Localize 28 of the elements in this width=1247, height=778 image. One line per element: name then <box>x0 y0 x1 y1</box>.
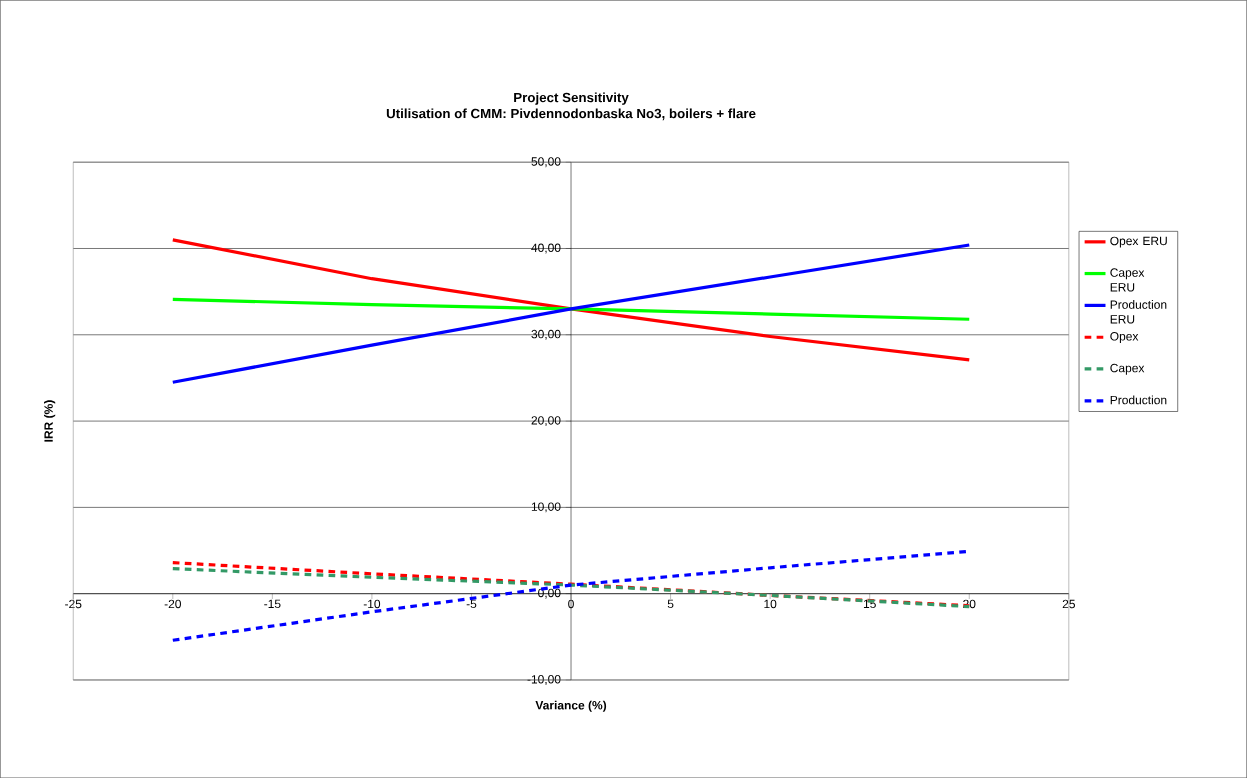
legend-label: Capex <box>1110 363 1145 375</box>
legend-label: Production <box>1110 395 1167 405</box>
x-tick-label: 0 <box>568 599 574 609</box>
y-tick-label: 50,00 <box>531 157 561 168</box>
x-axis-title: Variance (%) <box>535 700 607 712</box>
y-tick-label: 10,00 <box>531 502 561 513</box>
y-tick-label: -10,00 <box>527 674 561 685</box>
line-series <box>171 297 971 321</box>
legend-label: Production ERU <box>1110 299 1167 324</box>
x-tick-label: 10 <box>764 599 777 609</box>
line-series <box>171 243 971 384</box>
y-tick-label: 30,00 <box>531 329 561 340</box>
y-tick-label: 20,00 <box>531 416 561 426</box>
chart-title: Project Sensitivity <box>514 92 629 105</box>
chart-subtitle: Utilisation of CMM: Pivdennodonbaska No3, boilers + flare <box>386 108 756 121</box>
x-tick-label: 25 <box>1062 599 1075 609</box>
x-tick-label: -25 <box>65 599 82 609</box>
y-axis-title: IRR (%) <box>44 400 56 442</box>
legend-label: Capex ERU <box>1110 268 1145 292</box>
y-tick-label: 40,00 <box>531 243 561 254</box>
x-tick-label: -15 <box>264 599 281 609</box>
x-tick-label: -10 <box>363 599 381 609</box>
legend-label: Opex <box>1110 331 1139 343</box>
line-series <box>171 238 971 362</box>
x-tick-label: -20 <box>164 599 181 609</box>
x-tick-label: -5 <box>466 599 477 609</box>
x-tick-label: 5 <box>667 599 674 609</box>
legend-label: Opex ERU <box>1110 236 1167 248</box>
